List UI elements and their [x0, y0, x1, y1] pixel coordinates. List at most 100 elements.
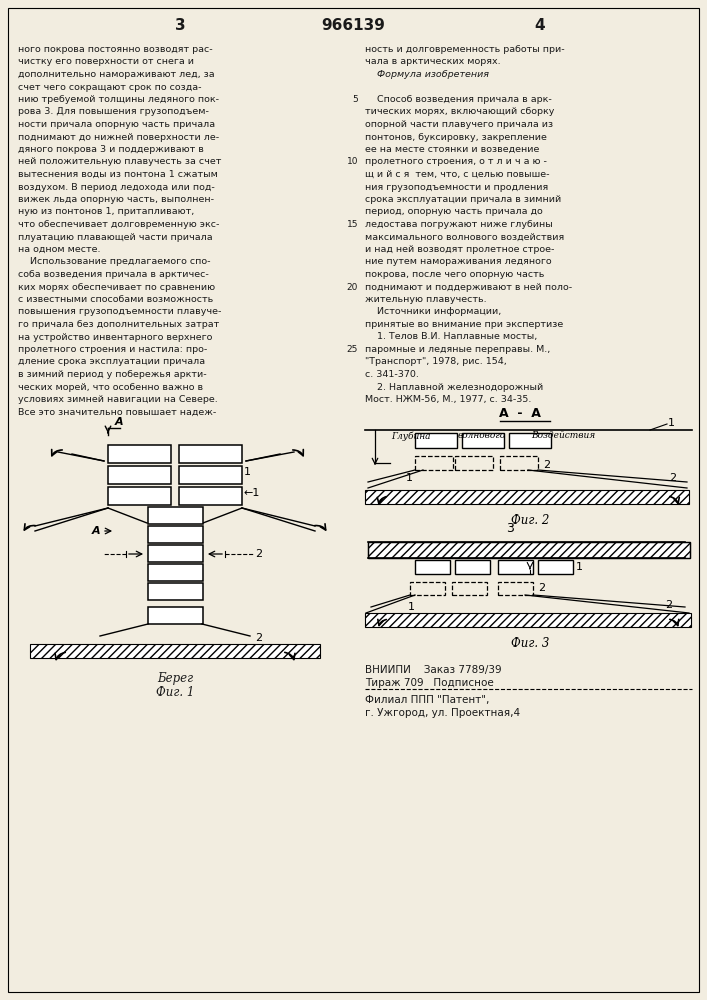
Bar: [179, 487, 242, 505]
Text: 2: 2: [669, 473, 676, 483]
Text: 1. Телов В.И. Наплавные мосты,: 1. Телов В.И. Наплавные мосты,: [365, 332, 537, 342]
Text: 5: 5: [352, 95, 358, 104]
Text: го причала без дополнительных затрат: го причала без дополнительных затрат: [18, 320, 219, 329]
Text: ческих морей, что особенно важно в: ческих морей, что особенно важно в: [18, 382, 203, 391]
Text: и над ней возводят пролетное строе-: и над ней возводят пролетное строе-: [365, 245, 554, 254]
Text: волнового: волнового: [458, 432, 506, 440]
Bar: [148, 545, 203, 562]
Bar: [365, 613, 691, 627]
Bar: [368, 542, 690, 558]
Text: А: А: [91, 526, 100, 536]
Text: вижек льда опорную часть, выполнен-: вижек льда опорную часть, выполнен-: [18, 195, 214, 204]
Text: поднимают до нижней поверхности ле-: поднимают до нижней поверхности ле-: [18, 132, 219, 141]
Bar: [148, 526, 203, 543]
Bar: [368, 542, 690, 558]
Text: дяного покрова 3 и поддерживают в: дяного покрова 3 и поддерживают в: [18, 145, 204, 154]
Text: ких морях обеспечивает по сравнению: ких морях обеспечивает по сравнению: [18, 282, 215, 292]
Text: поднимают и поддерживают в ней поло-: поднимают и поддерживают в ней поло-: [365, 282, 572, 292]
Bar: [148, 583, 203, 600]
Text: что обеспечивает долговременную экс-: что обеспечивает долговременную экс-: [18, 220, 219, 229]
Text: пролетного строения, о т л и ч а ю -: пролетного строения, о т л и ч а ю -: [365, 157, 547, 166]
Bar: [455, 456, 493, 470]
Text: опорной части плавучего причала из: опорной части плавучего причала из: [365, 120, 553, 129]
Text: дополнительно намораживают лед, за: дополнительно намораживают лед, за: [18, 70, 215, 79]
Text: "Транспорт", 1978, рис. 154,: "Транспорт", 1978, рис. 154,: [365, 358, 507, 366]
Text: Способ возведения причала в арк-: Способ возведения причала в арк-: [365, 95, 551, 104]
Text: пролетного строения и настила: про-: пролетного строения и настила: про-: [18, 345, 207, 354]
Bar: [30, 644, 320, 658]
Text: на устройство инвентарного верхнего: на устройство инвентарного верхнего: [18, 332, 212, 342]
Text: Фиг. 1: Фиг. 1: [156, 686, 194, 699]
Text: 2: 2: [255, 633, 262, 643]
Bar: [148, 607, 203, 624]
Text: щ и й с я  тем, что, с целью повыше-: щ и й с я тем, что, с целью повыше-: [365, 170, 549, 179]
Text: покрова, после чего опорную часть: покрова, после чего опорную часть: [365, 270, 544, 279]
Bar: [498, 582, 533, 595]
Text: 1: 1: [244, 467, 251, 477]
Text: 2: 2: [538, 583, 545, 593]
Bar: [462, 433, 504, 448]
Bar: [415, 560, 450, 574]
Bar: [148, 564, 203, 581]
Text: 2: 2: [665, 600, 672, 610]
Text: Филиал ППП "Патент",: Филиал ППП "Патент",: [365, 695, 489, 705]
Text: 25: 25: [346, 345, 358, 354]
Bar: [179, 445, 242, 463]
Text: чистку его поверхности от снега и: чистку его поверхности от снега и: [18, 57, 194, 66]
Text: Берег: Берег: [157, 672, 193, 685]
Text: ность и долговременность работы при-: ность и долговременность работы при-: [365, 45, 565, 54]
Text: условиях зимней навигации на Севере.: условиях зимней навигации на Севере.: [18, 395, 218, 404]
Text: Глубина: Глубина: [391, 431, 431, 441]
Text: нию требуемой толщины ледяного пок-: нию требуемой толщины ледяного пок-: [18, 95, 219, 104]
Text: А: А: [115, 417, 124, 427]
Text: ности причала опорную часть причала: ности причала опорную часть причала: [18, 120, 215, 129]
Text: срока эксплуатации причала в зимний: срока эксплуатации причала в зимний: [365, 195, 561, 204]
Text: 15: 15: [346, 220, 358, 229]
Bar: [509, 433, 551, 448]
Bar: [455, 560, 490, 574]
Text: ния грузоподъемности и продления: ния грузоподъемности и продления: [365, 182, 548, 192]
Text: паромные и ледяные переправы. М.,: паромные и ледяные переправы. М.,: [365, 345, 550, 354]
Text: в зимний период у побережья аркти-: в зимний период у побережья аркти-: [18, 370, 206, 379]
Text: понтонов, буксировку, закрепление: понтонов, буксировку, закрепление: [365, 132, 547, 141]
Text: принятые во внимание при экспертизе: принятые во внимание при экспертизе: [365, 320, 563, 329]
Text: ного покрова постоянно возводят рас-: ного покрова постоянно возводят рас-: [18, 45, 213, 54]
Text: на одном месте.: на одном месте.: [18, 245, 100, 254]
Text: Источники информации,: Источники информации,: [365, 308, 501, 316]
Text: дление срока эксплуатации причала: дление срока эксплуатации причала: [18, 358, 205, 366]
Text: Воздействия: Воздействия: [531, 432, 595, 440]
Text: с известными способами возможность: с известными способами возможность: [18, 295, 214, 304]
Bar: [179, 466, 242, 484]
Text: ее на месте стоянки и возведение: ее на месте стоянки и возведение: [365, 145, 539, 154]
Text: тических морях, включающий сборку: тических морях, включающий сборку: [365, 107, 554, 116]
Text: ную из понтонов 1, притапливают,: ную из понтонов 1, притапливают,: [18, 208, 194, 217]
Text: вытеснения воды из понтона 1 сжатым: вытеснения воды из понтона 1 сжатым: [18, 170, 218, 179]
Text: Фиг. 2: Фиг. 2: [511, 514, 549, 527]
Text: ледостава погружают ниже глубины: ледостава погружают ниже глубины: [365, 220, 553, 229]
Text: ВНИИПИ    Заказ 7789/39: ВНИИПИ Заказ 7789/39: [365, 665, 502, 675]
Bar: [365, 490, 689, 504]
Bar: [415, 456, 453, 470]
Text: Мост. НЖМ-56, М., 1977, с. 34-35.: Мост. НЖМ-56, М., 1977, с. 34-35.: [365, 395, 532, 404]
Bar: [148, 507, 203, 524]
Text: 1: 1: [408, 602, 415, 612]
Text: г. Ужгород, ул. Проектная,4: г. Ужгород, ул. Проектная,4: [365, 708, 520, 718]
Bar: [108, 466, 171, 484]
Text: ←1: ←1: [244, 488, 260, 498]
Text: ние путем намораживания ледяного: ние путем намораживания ледяного: [365, 257, 551, 266]
Text: период, опорную часть причала до: период, опорную часть причала до: [365, 208, 543, 217]
Text: рова 3. Для повышения грузоподъем-: рова 3. Для повышения грузоподъем-: [18, 107, 209, 116]
Text: Фиг. 3: Фиг. 3: [511, 637, 549, 650]
Text: 2: 2: [255, 549, 262, 559]
Text: 3: 3: [506, 522, 514, 535]
Text: максимального волнового воздействия: максимального волнового воздействия: [365, 232, 564, 241]
Text: 1: 1: [668, 418, 675, 428]
Bar: [452, 582, 487, 595]
Text: чала в арктических морях.: чала в арктических морях.: [365, 57, 501, 66]
Text: Использование предлагаемого спо-: Использование предлагаемого спо-: [18, 257, 211, 266]
Text: 2. Наплавной железнодорожный: 2. Наплавной железнодорожный: [365, 382, 543, 391]
Bar: [410, 582, 445, 595]
Text: 20: 20: [346, 282, 358, 292]
Text: Формула изобретения: Формула изобретения: [365, 70, 489, 79]
Text: воздухом. В период ледохода или под-: воздухом. В период ледохода или под-: [18, 182, 215, 192]
